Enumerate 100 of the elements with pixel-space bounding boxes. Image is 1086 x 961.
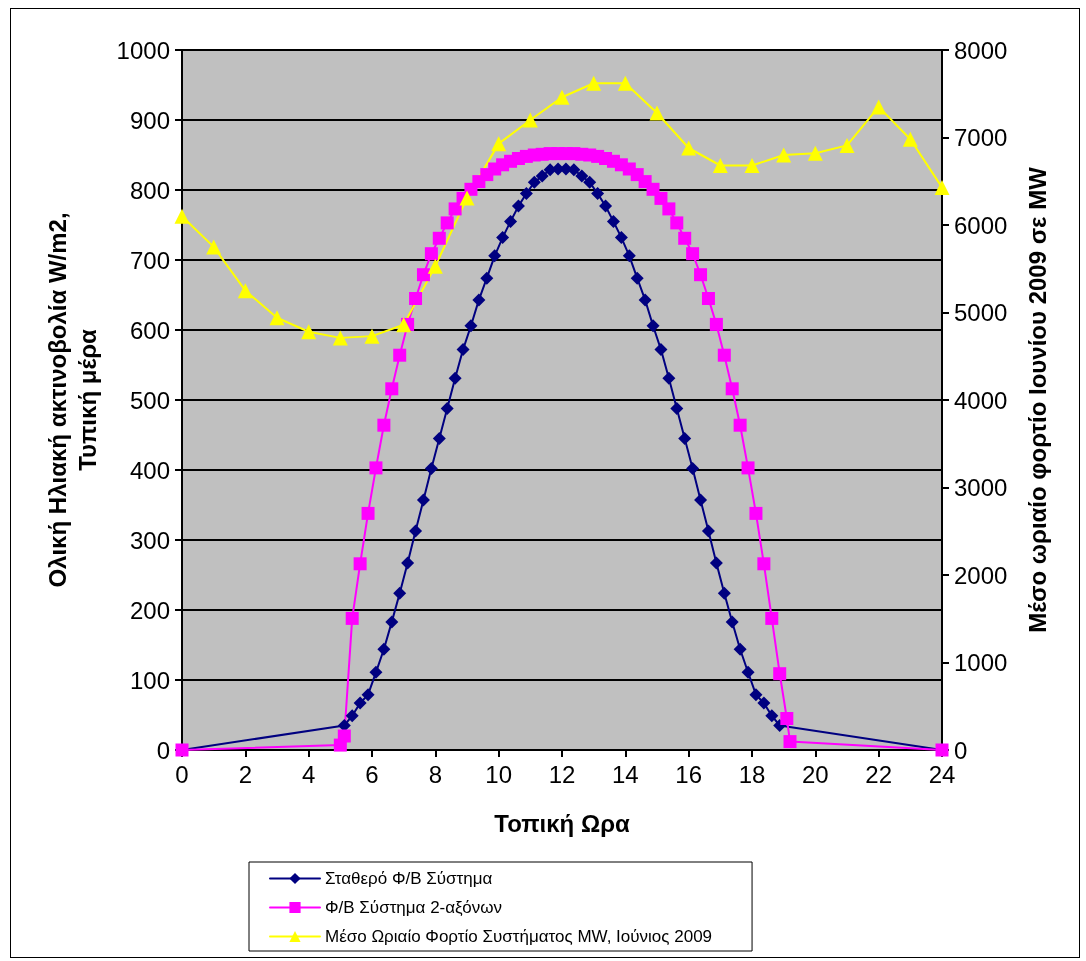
point [409, 524, 423, 538]
x-tick-label: 2 [238, 760, 253, 788]
x-tick-label: 4 [301, 760, 316, 788]
y-tick-label: 600 [129, 316, 170, 344]
point [733, 642, 747, 656]
y-axis-title: Ολική Ηλιακή ακτινοβολία W/m2, Τυπική μέρα [43, 212, 101, 588]
point [353, 696, 367, 710]
x-tick-label: 22 [865, 760, 893, 788]
point [757, 696, 771, 710]
point [686, 462, 700, 476]
point [448, 371, 462, 385]
point [424, 462, 438, 476]
point [902, 131, 918, 147]
y2-tick-label: 7000 [954, 124, 1008, 151]
point [206, 239, 222, 255]
x-tick-label: 6 [365, 760, 379, 788]
point [480, 271, 494, 285]
point [934, 179, 950, 195]
point [491, 136, 507, 152]
x-tick-label: 16 [675, 760, 703, 788]
point [638, 293, 652, 307]
x-tick-label: 14 [611, 760, 639, 788]
y2-tick-label: 0 [954, 736, 968, 764]
x-tick-label: 12 [548, 760, 576, 788]
point [694, 493, 708, 507]
y2-tick-label: 6000 [954, 211, 1008, 239]
x-axis-title: Τοπική Ωρα [494, 809, 630, 837]
x-tick-label: 18 [738, 760, 766, 788]
point [599, 199, 613, 213]
point [511, 199, 525, 213]
y-tick-label: 300 [129, 526, 170, 554]
y2-tick-label: 4000 [954, 386, 1008, 414]
point [583, 175, 597, 189]
x-tick-label: 24 [928, 760, 956, 788]
y2-axis-title: Μέσο ωριαίο φορτίο Ιουνίου 2009 σε MW [1023, 166, 1051, 633]
point [301, 324, 317, 340]
point [709, 556, 723, 570]
point [586, 75, 602, 91]
point [269, 310, 285, 326]
point [749, 688, 763, 702]
y-tick-label: 100 [129, 666, 170, 694]
point [522, 112, 538, 128]
point [614, 231, 628, 245]
y-tick-label: 900 [129, 106, 170, 134]
point [765, 709, 779, 723]
y-tick-label: 1000 [116, 36, 170, 64]
point [649, 105, 665, 121]
y2-tick-label: 3000 [954, 474, 1008, 501]
point [535, 169, 549, 183]
legend-label: Φ/Β Σύστημα 2-αξόνων [325, 898, 502, 917]
y2-tick-label: 5000 [954, 299, 1008, 326]
y2-tick-label: 8000 [954, 36, 1008, 64]
point [432, 432, 446, 445]
x-tick-label: 8 [428, 760, 443, 788]
point [807, 145, 823, 161]
point [701, 524, 715, 538]
point [456, 343, 470, 357]
point [361, 688, 375, 702]
point [496, 231, 510, 245]
x-tick-label: 10 [485, 760, 513, 788]
point [237, 283, 253, 299]
point [776, 147, 792, 163]
y2-tick-label: 2000 [954, 561, 1008, 589]
legend-label: Σταθερό Φ/Β Σύστημα [325, 869, 493, 888]
point [646, 319, 660, 333]
point [459, 190, 475, 206]
y-tick-label: 0 [156, 736, 170, 764]
point [472, 293, 486, 307]
point [717, 586, 731, 600]
point [345, 709, 359, 723]
point [416, 493, 430, 507]
point [519, 187, 533, 200]
point [332, 330, 348, 346]
point [741, 665, 755, 679]
point [385, 615, 399, 629]
point [575, 169, 589, 183]
point [554, 89, 570, 105]
point [464, 319, 478, 333]
point [678, 432, 692, 445]
legend-label: Μέσο Ωριαίο Φορτίο Συστήματος MW, Ιούνιος 2009 [325, 927, 713, 946]
point [440, 401, 454, 415]
point [364, 328, 380, 344]
point [712, 158, 728, 173]
point [622, 249, 636, 263]
point [630, 271, 644, 285]
point [567, 163, 581, 177]
point [591, 187, 605, 200]
point [681, 140, 697, 156]
y-tick-label: 400 [129, 456, 170, 484]
point [725, 615, 739, 629]
point [337, 719, 351, 732]
point [393, 586, 407, 600]
point [369, 665, 383, 679]
point [617, 75, 633, 91]
point [606, 215, 620, 228]
point [662, 371, 676, 385]
point [744, 158, 760, 173]
y-tick-label: 800 [129, 176, 170, 204]
point [427, 258, 443, 274]
point [871, 99, 887, 115]
